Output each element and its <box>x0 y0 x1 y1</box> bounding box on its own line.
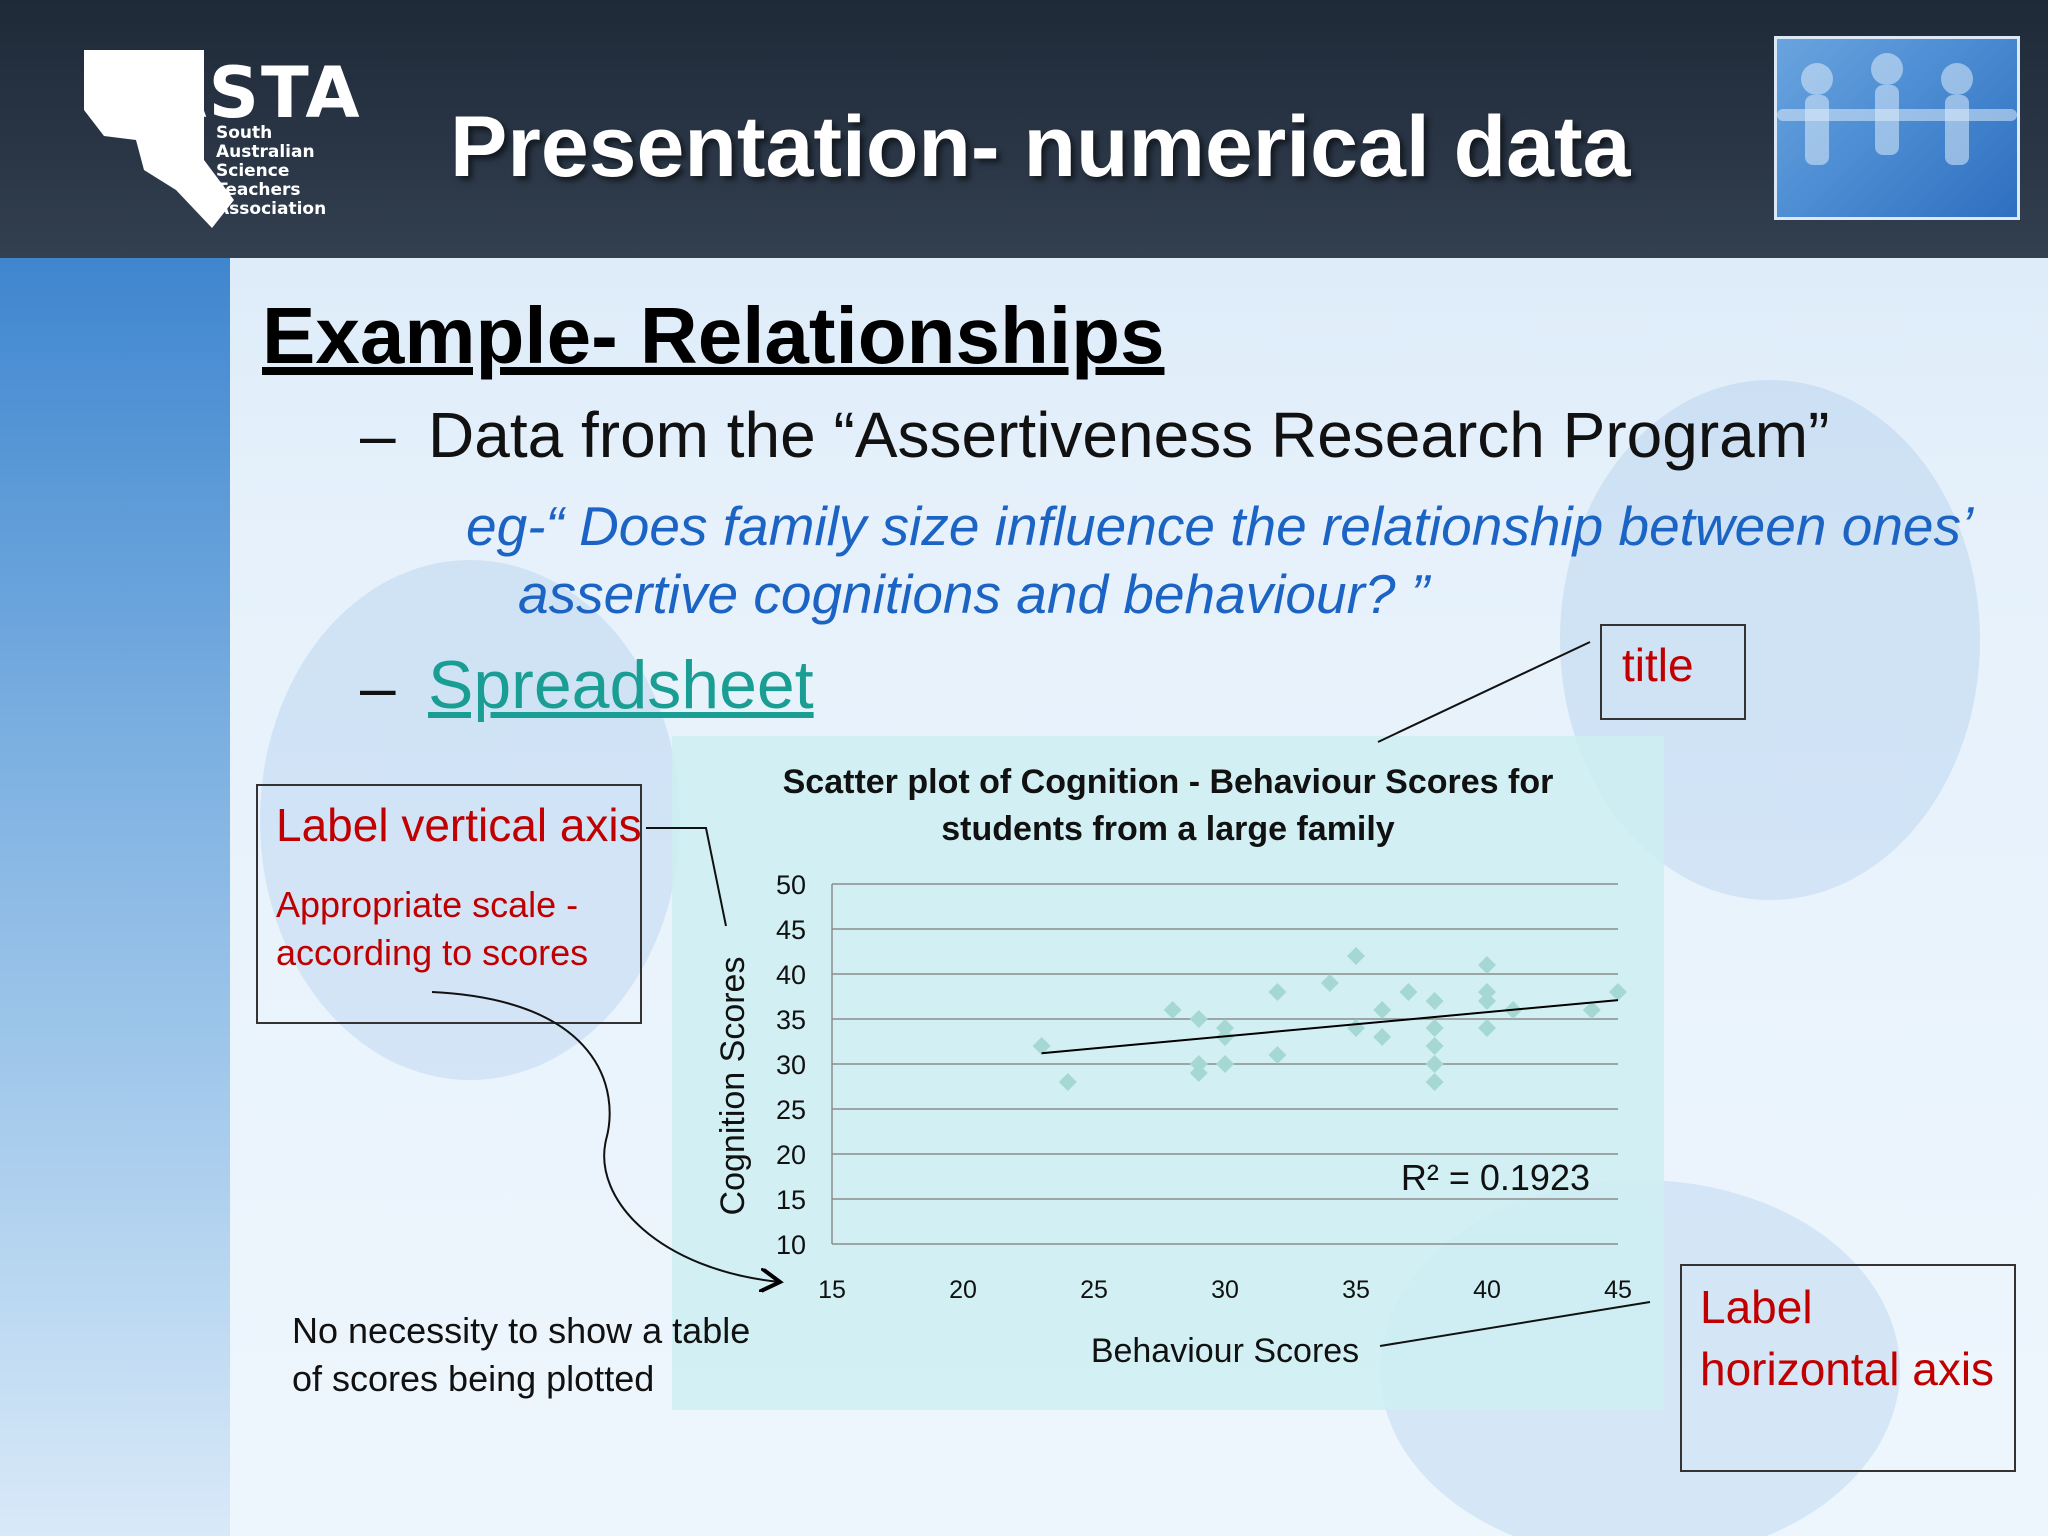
data-point <box>1189 1010 1208 1028</box>
research-question-line: eg-“ Does family size influence the rela… <box>466 495 1974 557</box>
title-callout-connector <box>1377 641 1591 743</box>
callout-vertical-axis-note: Appropriate scale - <box>276 884 579 925</box>
note-text: No necessity to show a table <box>292 1310 751 1351</box>
logo-line: Australian <box>216 142 315 162</box>
data-point <box>1268 983 1287 1001</box>
y-tick-label: 40 <box>776 960 806 990</box>
data-point <box>1609 983 1627 1001</box>
paper-people-image <box>1777 53 2017 165</box>
slide-title: Presentation- numerical data <box>450 99 1631 195</box>
header-image <box>1774 36 2020 220</box>
data-point <box>1478 1019 1496 1037</box>
vertical-axis-callout-connector <box>646 827 727 927</box>
data-point <box>1425 1019 1444 1037</box>
trend-line <box>1041 999 1619 1055</box>
data-point <box>1373 1028 1392 1046</box>
logo-line: South <box>216 123 273 143</box>
horizontal-axis-callout-connector <box>1379 1301 1651 1347</box>
callout-title-label: title <box>1622 639 1694 691</box>
callout-box-horizontal-axis <box>1680 1264 2016 1472</box>
y-tick-label: 15 <box>776 1185 806 1215</box>
r-squared-label: R² = 0.1923 <box>1401 1157 1590 1198</box>
data-point <box>1058 1073 1077 1091</box>
x-tick-label: 30 <box>1211 1276 1239 1304</box>
data-point <box>1478 992 1496 1010</box>
x-tick-label: 20 <box>949 1276 977 1304</box>
data-point <box>1216 1055 1234 1073</box>
section-heading: Example- Relationships <box>262 291 1165 380</box>
chart-title-line: Scatter plot of Cognition - Behaviour Sc… <box>783 763 1554 801</box>
chart-y-axis-label: Cognition Scores <box>714 957 752 1216</box>
data-point <box>1320 974 1339 992</box>
scale-callout-arrow <box>431 991 780 1282</box>
y-tick-label: 20 <box>776 1140 806 1170</box>
callout-horizontal-axis-label: Label <box>1700 1281 1813 1333</box>
chart-tick-labels: 10 15 20 25 30 35 40 45 50 15 20 25 30 35 40 45 <box>776 870 1632 1304</box>
data-point <box>1425 992 1444 1010</box>
bullet-dash: – <box>360 399 396 471</box>
slide-header: SASTA South Australian Science Teachers … <box>0 0 2048 258</box>
x-tick-label: 45 <box>1604 1276 1632 1304</box>
callout-vertical-axis-label: Label vertical axis <box>276 799 642 851</box>
callout-horizontal-axis-label: horizontal axis <box>1700 1343 1995 1395</box>
left-decor-band <box>0 258 230 1536</box>
data-point <box>1399 983 1418 1001</box>
data-point <box>1582 1001 1601 1019</box>
data-point <box>1478 956 1496 974</box>
y-tick-label: 45 <box>776 915 806 945</box>
data-point <box>1347 947 1365 965</box>
x-tick-label: 25 <box>1080 1276 1108 1304</box>
data-point <box>1373 1001 1392 1019</box>
callout-vertical-axis-note: according to scores <box>276 932 589 973</box>
chart-points <box>1032 947 1627 1091</box>
callout-box-title <box>1600 624 1746 720</box>
sasta-logo-map <box>84 50 234 228</box>
research-question-line: assertive cognitions and behaviour? ” <box>518 563 1430 625</box>
spreadsheet-link[interactable]: Spreadsheet <box>428 647 814 723</box>
data-point <box>1425 1055 1444 1073</box>
background-figure <box>260 560 680 1080</box>
logo-text: SASTA <box>100 52 362 134</box>
chart-title-line: students from a large family <box>941 810 1395 848</box>
chart-panel <box>672 736 1664 1410</box>
y-tick-label: 35 <box>776 1005 806 1035</box>
chart-trendline <box>1041 999 1619 1055</box>
x-tick-label: 35 <box>1342 1276 1370 1304</box>
logo-line: Science <box>216 161 290 181</box>
data-point <box>1163 1001 1182 1019</box>
y-tick-label: 50 <box>776 870 806 900</box>
x-tick-label: 15 <box>818 1276 846 1304</box>
callout-box-vertical-axis <box>256 784 642 1024</box>
data-point <box>1032 1037 1051 1055</box>
bullet-text: Data from the “Assertiveness Research Pr… <box>428 399 1830 471</box>
x-tick-label: 40 <box>1473 1276 1501 1304</box>
logo-line: Association <box>216 199 327 219</box>
y-tick-label: 25 <box>776 1095 806 1125</box>
chart-x-axis-label: Behaviour Scores <box>1091 1332 1359 1370</box>
data-point <box>1189 1064 1208 1082</box>
y-tick-label: 30 <box>776 1050 806 1080</box>
note-text: of scores being plotted <box>292 1358 655 1399</box>
data-point <box>1347 1019 1365 1037</box>
data-point <box>1425 1073 1444 1091</box>
bullet-dash: – <box>360 651 396 723</box>
logo-line: Teachers <box>216 180 301 200</box>
data-point <box>1268 1046 1287 1064</box>
data-point <box>1425 1037 1444 1055</box>
y-tick-label: 10 <box>776 1230 806 1260</box>
